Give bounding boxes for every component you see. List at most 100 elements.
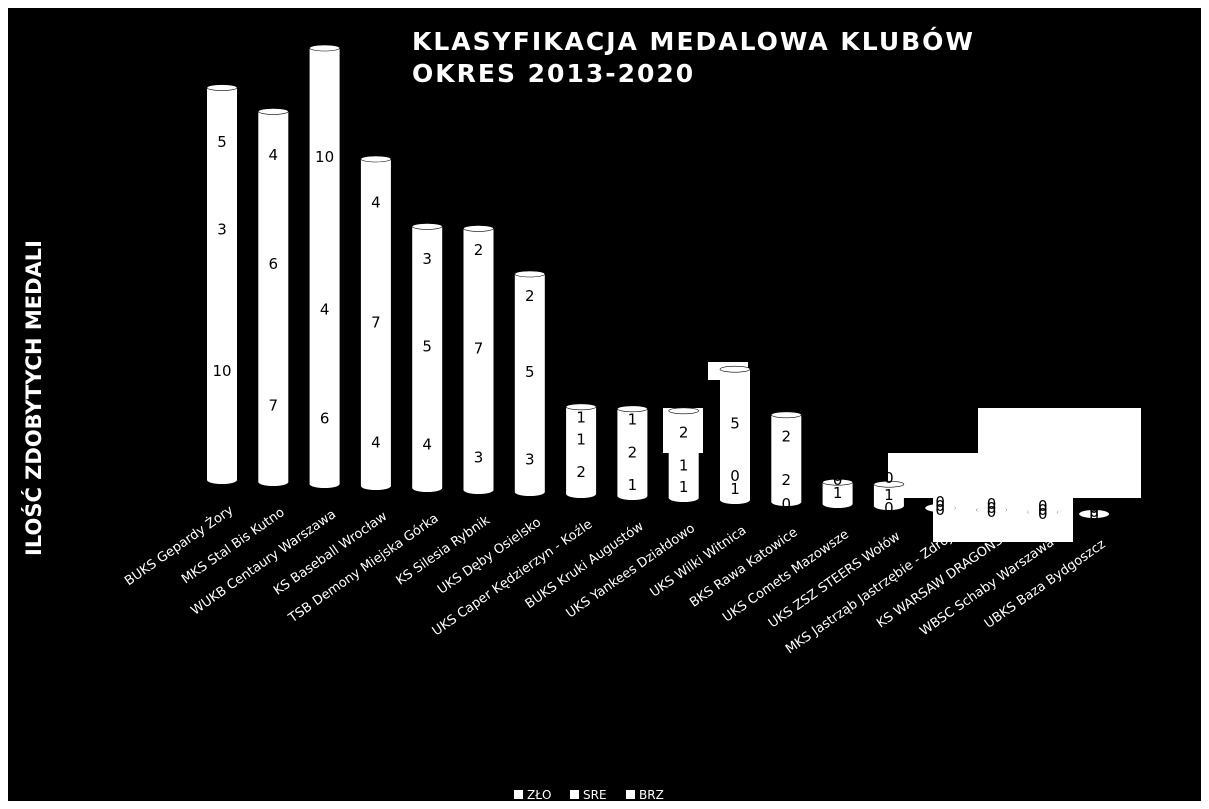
data-label-sre: 0 xyxy=(730,467,740,485)
bar-bottom xyxy=(925,504,956,512)
bar-uks-wilki-witnica xyxy=(719,365,751,504)
data-label-zło: 3 xyxy=(474,448,484,466)
data-label-brz: 5 xyxy=(217,133,227,151)
bar-top xyxy=(668,407,700,415)
bar-top xyxy=(822,478,853,486)
plot-background xyxy=(8,8,1201,801)
data-label-sre: 2 xyxy=(782,471,792,489)
data-label-zło: 1 xyxy=(679,478,689,496)
bar-bottom xyxy=(360,482,391,490)
data-label-brz: 2 xyxy=(525,287,535,305)
bar-body xyxy=(873,484,904,506)
bar-bottom xyxy=(566,490,597,498)
bar-top xyxy=(719,365,751,373)
data-label-sre: 1 xyxy=(884,486,894,504)
data-label-zło: 0 xyxy=(935,501,945,519)
bar-top xyxy=(309,44,340,52)
data-label-sre: 0 xyxy=(1089,503,1099,521)
data-label-zło: 7 xyxy=(269,397,279,415)
bar-body xyxy=(771,414,802,502)
data-label-sre: 0 xyxy=(833,471,843,489)
data-label-sre: 7 xyxy=(474,339,484,357)
data-label-brz: 0 xyxy=(987,495,997,513)
bar-bottom xyxy=(976,506,1007,514)
legend-swatch-brz xyxy=(626,790,635,799)
bar-body xyxy=(822,482,853,504)
bar-body xyxy=(412,226,443,488)
data-label-zło: 0 xyxy=(1089,507,1099,525)
bar-body xyxy=(514,274,545,492)
legend-swatch-sre xyxy=(570,790,579,799)
data-label-brz: 0 xyxy=(1089,499,1099,517)
data-label-sre: 5 xyxy=(525,363,535,381)
bar-top xyxy=(770,411,802,419)
legend-entry-zło: ZŁO xyxy=(527,788,551,802)
bars-group xyxy=(206,44,1110,518)
data-label-zło: 6 xyxy=(320,410,330,428)
data-label-zło: 4 xyxy=(371,433,381,451)
data-label-brz: 5 xyxy=(730,415,740,433)
bar-bottom xyxy=(463,486,494,494)
bar-body xyxy=(668,410,699,498)
bar-bottom xyxy=(412,484,443,492)
data-label-brz: 10 xyxy=(315,148,334,166)
data-label-sre: 0 xyxy=(987,499,997,517)
data-label-zło: 3 xyxy=(525,450,535,468)
bar-top xyxy=(257,108,289,115)
data-label-brz: 1 xyxy=(628,411,638,429)
bar-wbsc-schaby-warszawa xyxy=(1027,508,1059,516)
bar-bottom xyxy=(514,488,545,496)
bar-body xyxy=(258,111,289,483)
data-label-sre: 3 xyxy=(217,220,227,238)
data-label-zło: 1 xyxy=(833,484,843,502)
bar-bottom xyxy=(617,492,648,500)
data-label-brz: 0 xyxy=(884,469,894,487)
data-label-zło: 10 xyxy=(212,362,231,380)
data-label-zło: 0 xyxy=(1038,505,1048,523)
bar-ks-baseball-wroc-aw xyxy=(360,155,392,490)
data-label-brz: 1 xyxy=(576,409,586,427)
bar-body xyxy=(463,228,494,490)
legend-swatch-zło xyxy=(514,790,523,799)
bar-wukb-centaury-warszawa xyxy=(309,44,340,488)
bar-body xyxy=(720,369,750,500)
chart-title: KLASYFIKACJA MEDALOWA KLUBÓW xyxy=(412,26,975,56)
bar-bottom xyxy=(720,496,750,504)
bar-body xyxy=(617,408,648,496)
data-label-brz: 4 xyxy=(269,146,279,164)
bar-body xyxy=(360,159,391,486)
bar-top xyxy=(411,223,443,230)
bar-bottom xyxy=(771,498,802,506)
bar-bottom xyxy=(668,494,699,502)
data-label-sre: 2 xyxy=(628,443,638,461)
bar-top xyxy=(873,480,905,488)
data-label-sre: 6 xyxy=(269,255,279,273)
data-label-sre: 0 xyxy=(935,497,945,515)
bar-buks-gepardy-ory xyxy=(206,84,238,484)
bar-bottom xyxy=(258,478,289,486)
data-label-zło: 0 xyxy=(884,499,894,517)
bar-mks-jastrz-b-jastrz-bie-zdr-j xyxy=(924,504,956,512)
data-label-zło: 0 xyxy=(987,503,997,521)
bar-uks-d-by-osielsko xyxy=(514,270,546,496)
bar-bottom xyxy=(873,502,904,510)
bar-uks-zsz-steers-wo-w xyxy=(873,480,905,510)
bar-top xyxy=(565,403,597,411)
bar-tsb-demony-miejska-g-rka xyxy=(411,223,443,492)
chart-subtitle: OKRES 2013-2020 xyxy=(412,59,695,88)
bar-bottom xyxy=(207,476,237,484)
data-label-brz: 0 xyxy=(935,493,945,511)
bar-body xyxy=(309,48,340,484)
data-label-brz: 2 xyxy=(782,428,792,446)
data-label-brz: 0 xyxy=(1038,497,1048,515)
bar-uks-caper-k-dzierzyn-ko-le xyxy=(565,403,597,498)
bar-bottom xyxy=(1079,510,1110,518)
data-label-brz: 2 xyxy=(679,424,689,442)
data-label-zło: 4 xyxy=(422,435,432,453)
data-label-brz: 4 xyxy=(371,194,381,212)
bar-bottom xyxy=(822,500,853,508)
data-label-sre: 1 xyxy=(679,456,689,474)
data-label-zło: 1 xyxy=(628,476,638,494)
